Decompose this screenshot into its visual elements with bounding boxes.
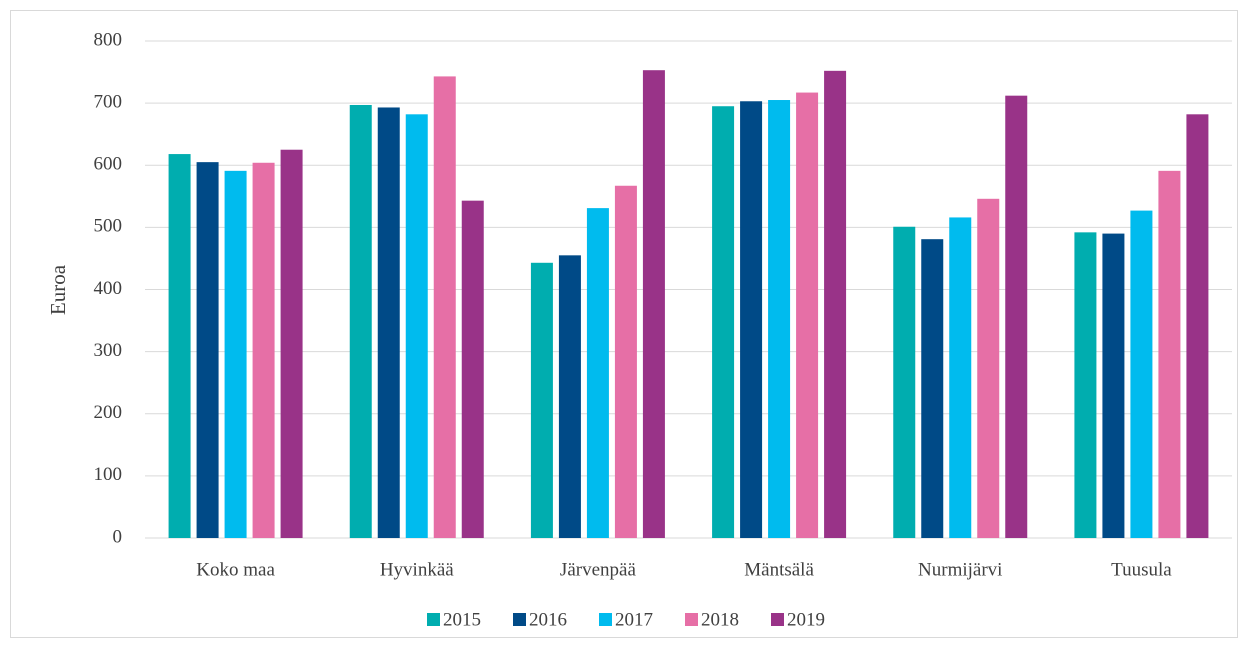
bar	[586, 208, 609, 538]
x-tick-label: Hyvinkää	[380, 559, 454, 580]
bar	[530, 262, 553, 538]
y-tick-label: 200	[94, 402, 123, 423]
bar	[824, 70, 847, 538]
legend-label: 2016	[529, 609, 567, 630]
legend-swatch	[685, 613, 698, 626]
y-tick-label: 0	[113, 526, 123, 547]
bar	[377, 107, 400, 538]
y-tick-label: 500	[94, 216, 123, 237]
bar	[614, 185, 637, 538]
bar	[642, 70, 665, 538]
legend-swatch	[427, 613, 440, 626]
bar	[224, 170, 247, 538]
y-tick-label: 300	[94, 340, 123, 361]
bar	[893, 226, 916, 538]
bar	[252, 162, 275, 538]
bar	[1186, 114, 1209, 539]
y-tick-label: 100	[94, 464, 123, 485]
bar	[280, 149, 303, 538]
bar	[196, 162, 219, 539]
bar	[433, 76, 456, 538]
bar	[461, 200, 484, 538]
legend-label: 2015	[443, 609, 481, 630]
bar	[1158, 170, 1181, 538]
x-tick-label: Nurmijärvi	[918, 559, 1002, 580]
bar	[558, 255, 581, 539]
bar	[1005, 95, 1028, 539]
bar	[977, 198, 1000, 539]
bar	[1102, 233, 1125, 538]
bar	[768, 100, 791, 539]
x-tick-label: Järvenpää	[560, 559, 637, 580]
y-tick-label: 600	[94, 154, 123, 175]
bar	[349, 104, 372, 539]
legend-label: 2018	[701, 609, 739, 630]
bar	[921, 239, 944, 538]
legend-label: 2019	[787, 609, 825, 630]
y-axis-label: Euroa	[46, 264, 70, 315]
bar	[1130, 210, 1153, 538]
legend-swatch	[771, 613, 784, 626]
legend-swatch	[513, 613, 526, 626]
bar	[712, 106, 735, 538]
y-tick-label: 400	[94, 278, 123, 299]
x-tick-label: Mäntsälä	[744, 559, 814, 580]
x-tick-label: Tuusula	[1111, 559, 1172, 580]
bar	[740, 101, 763, 538]
bar	[796, 92, 819, 538]
y-tick-label: 800	[94, 29, 123, 50]
bar	[1074, 232, 1097, 538]
bar	[949, 217, 972, 538]
bar	[405, 114, 428, 539]
x-tick-label: Koko maa	[196, 559, 275, 580]
legend-label: 2017	[615, 609, 653, 630]
bar	[168, 154, 191, 538]
legend-swatch	[599, 613, 612, 626]
y-tick-label: 700	[94, 91, 123, 112]
